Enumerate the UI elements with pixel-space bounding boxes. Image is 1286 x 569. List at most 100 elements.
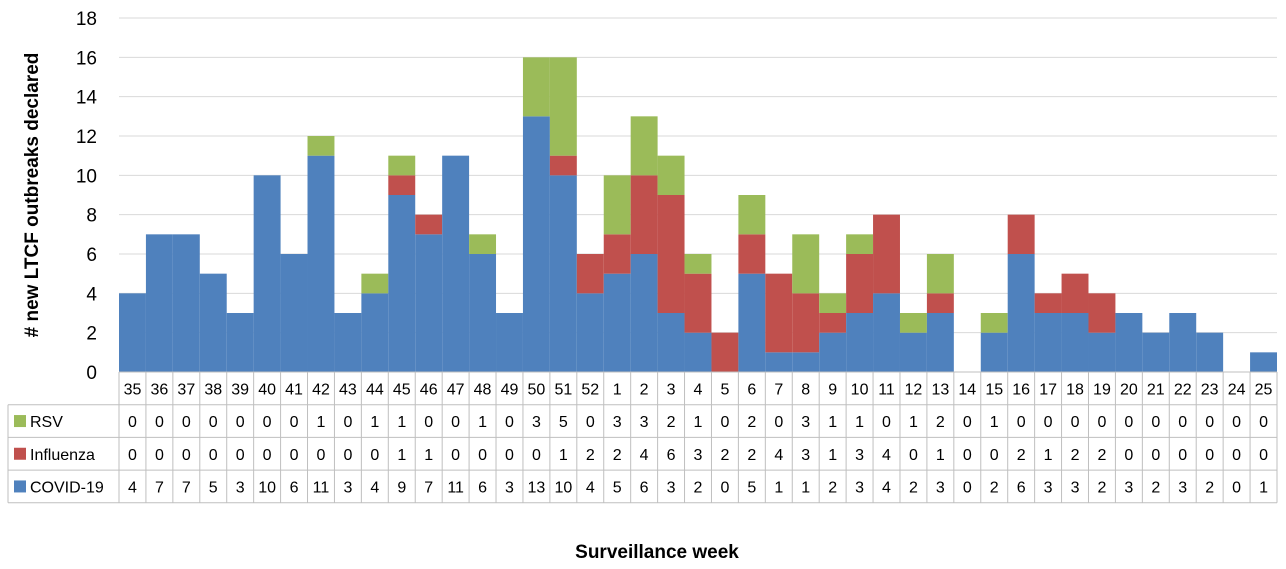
table-cell: 1 <box>828 447 837 464</box>
bar-rsv <box>792 234 820 294</box>
bar-influenza <box>684 273 712 333</box>
bar-influenza <box>846 254 874 313</box>
bar-covid-19 <box>442 155 470 372</box>
bar-rsv <box>388 155 416 176</box>
bar-rsv <box>630 116 658 176</box>
table-cell: 0 <box>505 447 514 464</box>
x-tick-label: 4 <box>694 381 703 398</box>
table-cell: 0 <box>424 414 433 431</box>
bar-covid-19 <box>657 313 685 372</box>
y-tick-label: 8 <box>86 206 97 227</box>
x-tick-label: 37 <box>177 381 195 398</box>
table-cell: 1 <box>909 414 918 431</box>
bar-influenza <box>657 195 685 313</box>
bar-covid-19 <box>980 332 1008 372</box>
table-cell: 0 <box>317 447 326 464</box>
x-tick-label: 16 <box>1012 381 1030 398</box>
x-tick-label: 14 <box>958 381 976 398</box>
bar-covid-19 <box>469 254 497 372</box>
table-cell: 6 <box>640 479 649 496</box>
table-cell: 1 <box>936 447 945 464</box>
table-cell: 1 <box>828 414 837 431</box>
table-cell: 1 <box>370 414 379 431</box>
table-cell: 0 <box>478 447 487 464</box>
x-tick-label: 18 <box>1066 381 1084 398</box>
y-tick-label: 4 <box>86 284 97 305</box>
x-tick-label: 12 <box>905 381 923 398</box>
table-cell: 2 <box>694 479 703 496</box>
table-cell: 1 <box>424 447 433 464</box>
table-cell: 0 <box>1259 447 1268 464</box>
table-cell: 0 <box>1124 414 1133 431</box>
table-cell: 1 <box>559 447 568 464</box>
bar-covid-19 <box>145 234 173 372</box>
table-cell: 3 <box>343 479 352 496</box>
bar-covid-19 <box>1169 313 1197 372</box>
table-cell: 0 <box>155 447 164 464</box>
bar-covid-19 <box>765 352 793 372</box>
table-cell: 0 <box>1205 447 1214 464</box>
legend-label: COVID-19 <box>30 479 104 496</box>
table-cell: 3 <box>1044 479 1053 496</box>
bar-covid-19 <box>603 273 631 372</box>
table-cell: 0 <box>1178 414 1187 431</box>
table-cell: 2 <box>828 479 837 496</box>
table-cell: 10 <box>258 479 276 496</box>
bar-covid-19 <box>1115 313 1143 372</box>
table-cell: 3 <box>505 479 514 496</box>
bar-covid-19 <box>334 313 362 372</box>
table-cell: 2 <box>936 414 945 431</box>
table-cell: 0 <box>1044 414 1053 431</box>
bar-covid-19 <box>361 293 389 372</box>
legend-key-rsv <box>14 415 26 428</box>
table-cell: 0 <box>1232 479 1241 496</box>
table-cell: 7 <box>182 479 191 496</box>
bar-covid-19 <box>738 273 766 372</box>
bar-rsv <box>361 273 389 294</box>
x-tick-label: 13 <box>931 381 949 398</box>
table-cell: 0 <box>263 447 272 464</box>
bar-rsv <box>980 313 1008 333</box>
table-cell: 3 <box>1124 479 1133 496</box>
table-cell: 1 <box>478 414 487 431</box>
bar-covid-19 <box>199 273 227 372</box>
table-cell: 2 <box>1098 479 1107 496</box>
table-cell: 0 <box>505 414 514 431</box>
bar-covid-19 <box>873 293 900 372</box>
bar-covid-19 <box>1196 332 1224 372</box>
x-tick-label: 8 <box>801 381 810 398</box>
table-cell: 0 <box>586 414 595 431</box>
table-cell: 0 <box>532 447 541 464</box>
bar-influenza <box>926 293 954 313</box>
table-cell: 1 <box>317 414 326 431</box>
x-tick-label: 48 <box>474 381 492 398</box>
bar-covid-19 <box>253 175 281 372</box>
x-tick-label: 25 <box>1255 381 1273 398</box>
x-tick-label: 35 <box>124 381 142 398</box>
table-cell: 0 <box>720 414 729 431</box>
bar-influenza <box>738 234 766 274</box>
table-cell: 1 <box>801 479 810 496</box>
bar-rsv <box>846 234 874 254</box>
bar-influenza <box>1061 273 1089 313</box>
bar-covid-19 <box>522 116 550 372</box>
table-cell: 3 <box>801 447 810 464</box>
bar-rsv <box>684 254 712 274</box>
table-cell: 6 <box>478 479 487 496</box>
table-cell: 0 <box>1232 414 1241 431</box>
bar-covid-19 <box>119 293 146 372</box>
table-cell: 0 <box>209 447 218 464</box>
bar-influenza <box>1088 293 1116 333</box>
bar-influenza <box>711 332 739 372</box>
y-axis-label: # new LTCF outbreaks declared <box>22 53 43 338</box>
table-cell: 2 <box>586 447 595 464</box>
bar-rsv <box>657 155 685 195</box>
table-cell: 0 <box>263 414 272 431</box>
table-cell: 3 <box>1071 479 1080 496</box>
table-cell: 0 <box>370 447 379 464</box>
table-cell: 0 <box>1178 447 1187 464</box>
bar-covid-19 <box>388 195 416 372</box>
table-cell: 0 <box>1124 447 1133 464</box>
table-cell: 3 <box>236 479 245 496</box>
table-cell: 3 <box>801 414 810 431</box>
